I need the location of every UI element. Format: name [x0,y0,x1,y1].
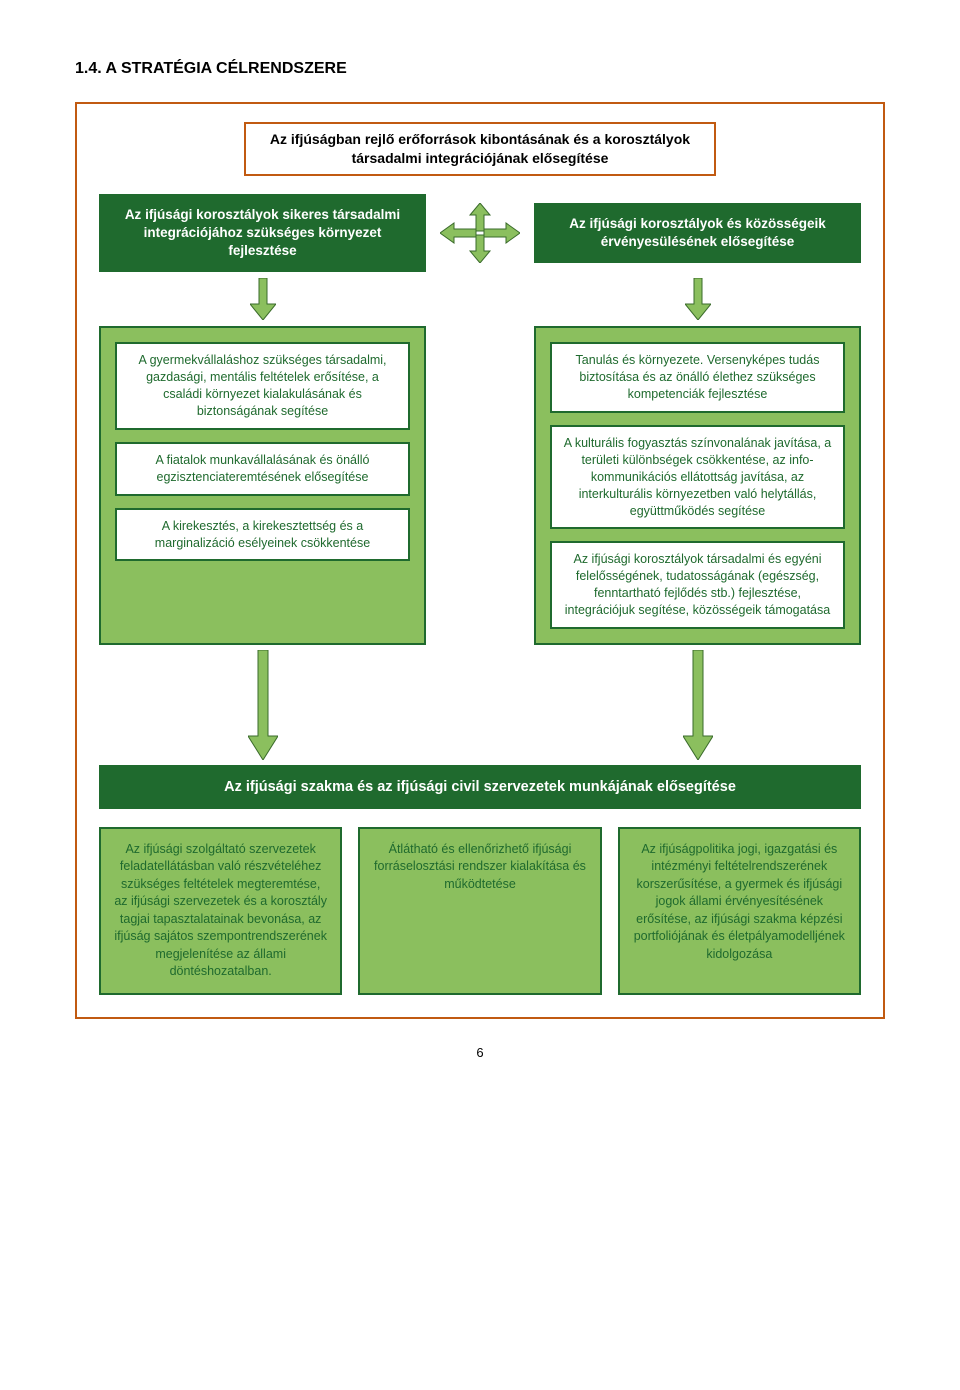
section-title: 1.4. A STRATÉGIA CÉLRENDSZERE [75,60,885,78]
spacer [440,645,520,765]
down-arrow-icon [685,278,711,320]
spacer [440,278,520,320]
down-arrow-icon [683,650,713,760]
detail-box: A gyermekvállaláshoz szükséges társadalm… [115,342,410,430]
four-way-arrow [440,203,520,263]
detail-box: A kulturális fogyasztás színvonalának ja… [550,425,845,529]
bottom-box: Az ifjúságpolitika jogi, igazgatási és i… [618,827,861,995]
detail-box: Tanulás és környezete. Versenyképes tudá… [550,342,845,413]
bottom-boxes-row: Az ifjúsági szolgáltató szervezetek fela… [99,827,861,995]
down-arrow-cell [534,645,861,765]
bottom-box: Az ifjúsági szolgáltató szervezetek fela… [99,827,342,995]
spacer [440,326,520,645]
down-arrow-row-1 [99,278,861,320]
main-goal-box: Az ifjúságban rejlő erőforrások kibontás… [244,122,716,176]
down-arrow-cell [99,278,426,320]
down-arrow-row-2 [99,645,861,765]
bottom-box: Átlátható és ellenőrizhető ifjúsági forr… [358,827,601,995]
detail-blocks-row: A gyermekvállaláshoz szükséges társadalm… [99,326,861,645]
sub-goal-right: Az ifjúsági korosztályok és közösségeik … [534,203,861,263]
detail-box: Az ifjúsági korosztályok társadalmi és e… [550,541,845,629]
page-number: 6 [75,1045,885,1060]
left-detail-block: A gyermekvállaláshoz szükséges társadalm… [99,326,426,645]
down-arrow-icon [250,278,276,320]
diagram-frame: Az ifjúságban rejlő erőforrások kibontás… [75,102,885,1019]
down-arrow-cell [534,278,861,320]
page: 1.4. A STRATÉGIA CÉLRENDSZERE Az ifjúság… [0,0,960,1100]
right-detail-block: Tanulás és környezete. Versenyképes tudá… [534,326,861,645]
sub-goals-row: Az ifjúsági korosztályok sikeres társada… [99,194,861,273]
detail-box: A kirekesztés, a kirekesztettség és a ma… [115,508,410,562]
down-arrow-icon [248,650,278,760]
detail-box: A fiatalok munkavállalásának és önálló e… [115,442,410,496]
sub-goal-left: Az ifjúsági korosztályok sikeres társada… [99,194,426,273]
bottom-goal-header: Az ifjúsági szakma és az ifjúsági civil … [99,765,861,809]
down-arrow-cell [99,645,426,765]
